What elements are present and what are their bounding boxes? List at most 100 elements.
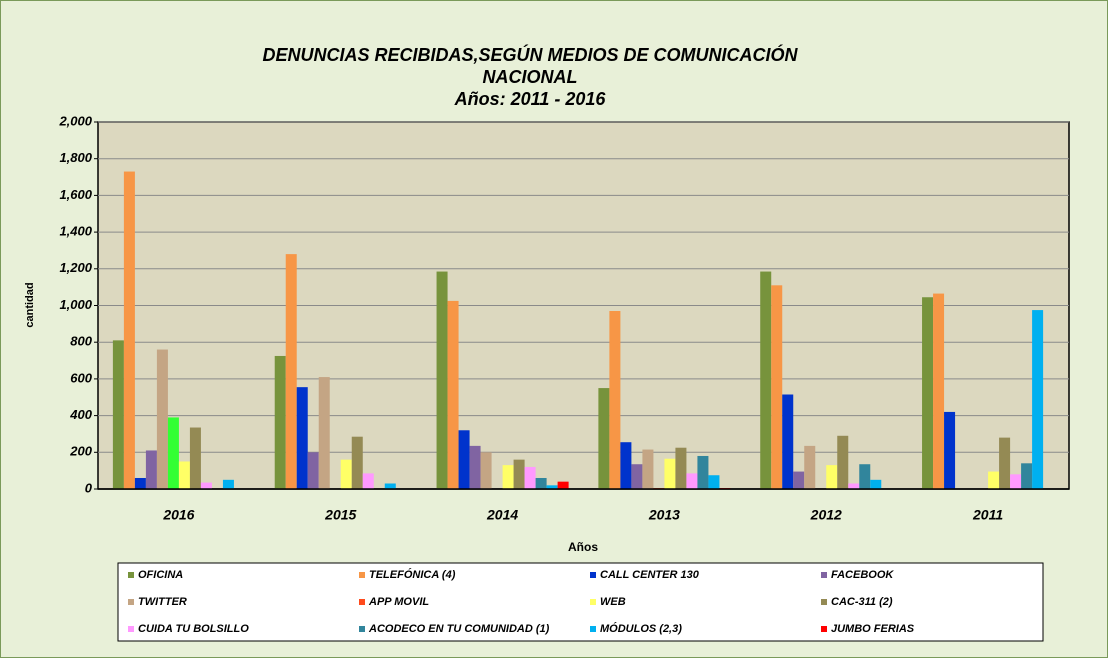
bar bbox=[859, 464, 871, 489]
bar bbox=[870, 479, 882, 489]
legend-label: TWITTER bbox=[138, 596, 187, 608]
legend-box bbox=[117, 562, 1044, 642]
bar bbox=[782, 394, 794, 489]
bar bbox=[156, 349, 168, 489]
bar bbox=[999, 437, 1011, 489]
bar bbox=[513, 459, 525, 489]
y-tick-label: 1,400 bbox=[59, 224, 92, 239]
bar bbox=[189, 427, 201, 489]
y-tick-label: 1,800 bbox=[59, 150, 92, 165]
bar bbox=[944, 411, 956, 489]
y-axis-label: cantidad bbox=[24, 282, 36, 327]
x-tick-label: 2016 bbox=[162, 507, 194, 523]
bar bbox=[480, 452, 492, 489]
bar bbox=[760, 271, 772, 489]
bar bbox=[134, 477, 146, 489]
legend-swatch bbox=[590, 572, 596, 578]
y-tick-label: 1,600 bbox=[59, 187, 92, 202]
chart-title: DENUNCIAS RECIBIDAS,SEGÚN MEDIOS DE COMU… bbox=[262, 44, 798, 65]
y-tick-label: 0 bbox=[85, 480, 93, 495]
bar bbox=[524, 466, 536, 489]
x-tick-label: 2011 bbox=[972, 507, 1003, 523]
x-tick-label: 2012 bbox=[810, 507, 842, 523]
bar bbox=[351, 436, 363, 489]
legend-swatch bbox=[821, 626, 827, 632]
legend-label: OFICINA bbox=[138, 569, 183, 581]
bar bbox=[362, 473, 374, 489]
bar bbox=[1010, 474, 1022, 489]
bar bbox=[804, 445, 816, 489]
bar bbox=[178, 461, 190, 489]
bar bbox=[1032, 310, 1044, 489]
bar bbox=[307, 452, 319, 489]
y-tick-label: 400 bbox=[69, 407, 92, 422]
bar bbox=[145, 450, 157, 489]
bar bbox=[793, 471, 805, 489]
y-tick-label: 600 bbox=[70, 370, 92, 385]
legend-swatch bbox=[821, 599, 827, 605]
chart-title: Años: 2011 - 2016 bbox=[454, 89, 607, 109]
bar bbox=[112, 340, 124, 489]
bar bbox=[826, 465, 838, 489]
bar bbox=[708, 475, 720, 489]
bar bbox=[557, 481, 569, 489]
legend-swatch bbox=[128, 599, 134, 605]
legend-swatch bbox=[128, 572, 134, 578]
legend-swatch bbox=[821, 572, 827, 578]
bar bbox=[837, 435, 849, 489]
chart-title: NACIONAL bbox=[483, 67, 578, 87]
legend-label: CAC-311 (2) bbox=[831, 596, 893, 608]
y-tick-label: 200 bbox=[69, 444, 92, 459]
bar bbox=[848, 483, 860, 489]
legend-swatch bbox=[359, 626, 365, 632]
y-tick-label: 1,000 bbox=[59, 297, 92, 312]
y-tick-label: 1,200 bbox=[59, 260, 92, 275]
bar bbox=[447, 300, 459, 489]
bar bbox=[609, 311, 621, 489]
bar bbox=[296, 387, 308, 489]
bar bbox=[933, 293, 945, 489]
x-tick-label: 2013 bbox=[648, 507, 680, 523]
bar bbox=[200, 482, 212, 489]
x-tick-label: 2014 bbox=[486, 507, 518, 523]
bar bbox=[318, 377, 330, 489]
legend-label: WEB bbox=[600, 596, 626, 608]
bar bbox=[642, 449, 654, 489]
legend-label: ACODECO EN TU COMUNIDAD (1) bbox=[368, 623, 550, 635]
bar bbox=[436, 271, 448, 489]
bar bbox=[697, 455, 709, 489]
bar bbox=[631, 464, 643, 489]
bar bbox=[167, 417, 179, 489]
bar bbox=[546, 485, 558, 489]
bar bbox=[274, 355, 286, 489]
bar bbox=[502, 465, 514, 489]
bar bbox=[922, 297, 934, 489]
bar bbox=[686, 473, 698, 489]
bar bbox=[535, 477, 547, 489]
bar bbox=[123, 171, 135, 490]
legend-label: MÓDULOS (2,3) bbox=[600, 622, 682, 635]
bar bbox=[620, 442, 632, 489]
y-tick-label: 800 bbox=[70, 334, 92, 349]
x-axis-label: Años bbox=[568, 540, 598, 554]
bar bbox=[285, 254, 297, 489]
bar bbox=[384, 483, 396, 489]
legend-label: FACEBOOK bbox=[831, 569, 894, 581]
y-tick-label: 2,000 bbox=[58, 113, 92, 128]
bar bbox=[598, 388, 610, 489]
bar bbox=[988, 471, 1000, 489]
bar bbox=[771, 285, 783, 489]
legend-swatch bbox=[359, 599, 365, 605]
bar bbox=[469, 445, 481, 489]
bar bbox=[340, 459, 352, 489]
bar bbox=[458, 430, 470, 489]
legend-label: TELEFÓNICA (4) bbox=[369, 568, 456, 581]
legend-label: CUIDA TU BOLSILLO bbox=[138, 623, 249, 635]
legend-swatch bbox=[590, 626, 596, 632]
legend-swatch bbox=[359, 572, 365, 578]
legend-label: APP MOVIL bbox=[368, 596, 429, 608]
bar bbox=[222, 479, 234, 489]
x-tick-label: 2015 bbox=[324, 507, 356, 523]
bar bbox=[675, 447, 687, 489]
